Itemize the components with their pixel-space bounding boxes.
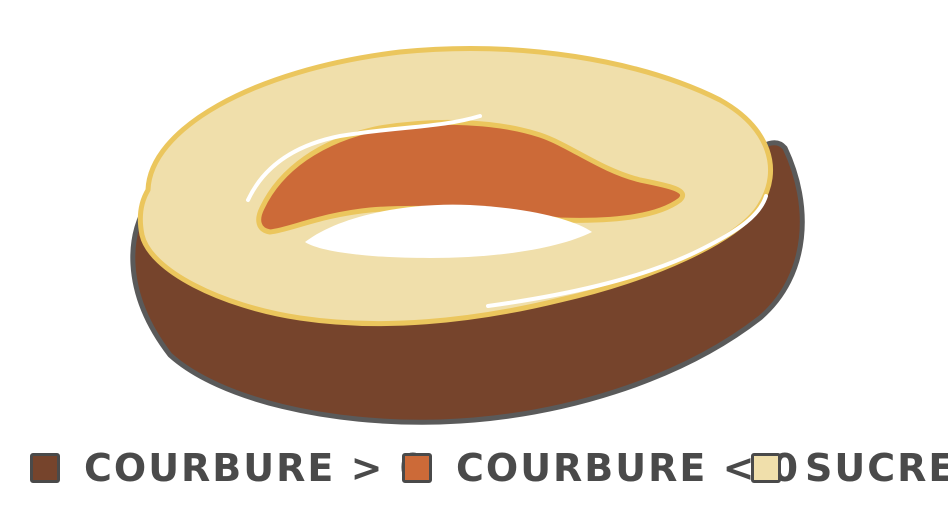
legend-label-negative-curvature: COURBURE < 0 <box>456 446 801 490</box>
legend: COURBURE > 0 COURBURE < 0 SUCRE <box>0 436 948 500</box>
swatch-positive-curvature <box>30 453 60 483</box>
glaze-highlight-left <box>246 114 482 202</box>
legend-item-negative-curvature: COURBURE < 0 <box>402 436 800 500</box>
glaze-highlight-right <box>486 194 768 308</box>
legend-item-sugar: SUCRE <box>751 436 948 500</box>
swatch-sugar <box>751 453 781 483</box>
swatch-negative-curvature <box>402 453 432 483</box>
inner-hole-rim <box>256 119 685 235</box>
legend-label-sugar: SUCRE <box>805 446 948 490</box>
donut-hole <box>305 204 592 258</box>
legend-label-positive-curvature: COURBURE > 0 <box>84 446 429 490</box>
legend-item-positive-curvature: COURBURE > 0 <box>30 436 428 500</box>
